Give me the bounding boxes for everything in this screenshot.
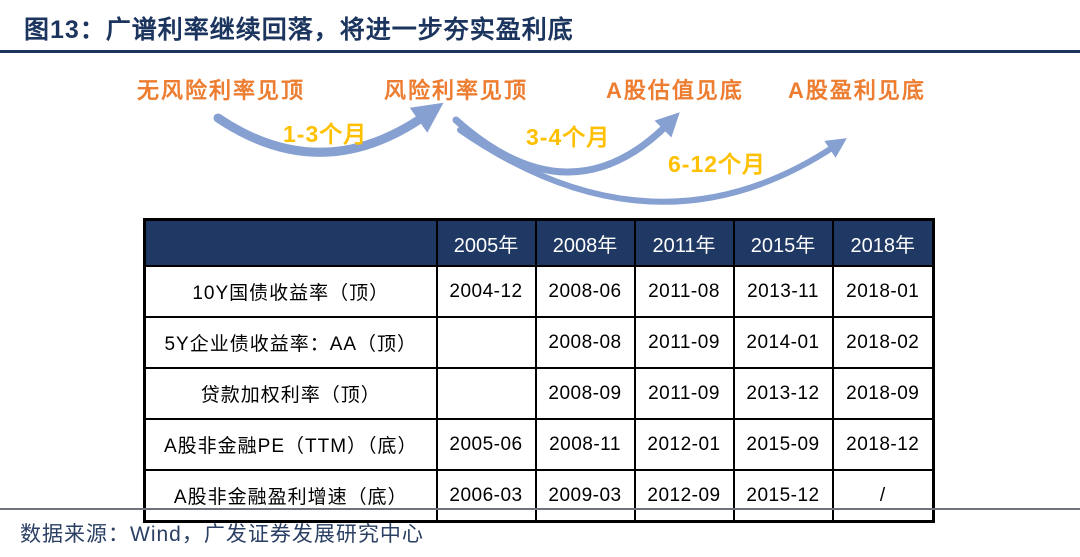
table-cell: 2018-02: [831, 316, 935, 369]
table-cell: 2009-03: [534, 469, 636, 523]
table-row: A股非金融盈利增速（底） 2006-03 2009-03 2012-09 201…: [143, 469, 935, 523]
table-cell: 2013-12: [732, 367, 834, 420]
header-cell-2005: 2005年: [435, 218, 537, 267]
table-cell: 2015-09: [732, 418, 834, 471]
header-cell-blank: [143, 218, 438, 267]
table-cell: 2012-09: [633, 469, 735, 523]
table-cell: 2008-08: [534, 316, 636, 369]
table-cell: 2013-11: [732, 265, 834, 318]
row-label-10y-treasury: 10Y国债收益率（顶）: [143, 265, 438, 318]
row-label-weighted-loan-rate: 贷款加权利率（顶）: [143, 367, 438, 420]
table-cell: 2011-08: [633, 265, 735, 318]
table-cell: [435, 367, 537, 420]
table-cell: 2018-01: [831, 265, 935, 318]
table-row: A股非金融PE（TTM）（底） 2005-06 2008-11 2012-01 …: [143, 418, 935, 471]
header-cell-2011: 2011年: [633, 218, 735, 267]
header-cell-2008: 2008年: [534, 218, 636, 267]
arrow-1-3-months: [213, 102, 444, 157]
flow-arrows-svg: [213, 102, 847, 205]
table-cell: /: [831, 469, 935, 523]
header-cell-2015: 2015年: [732, 218, 834, 267]
duration-label-1-3-months: 1-3个月: [283, 121, 368, 147]
flow-node-riskfree-rate-peak: 无风险利率见顶: [137, 78, 306, 103]
duration-label-6-12-months: 6-12个月: [668, 151, 767, 177]
table-cell: 2004-12: [435, 265, 537, 318]
flow-node-ashare-earnings-bottom: A股盈利见底: [788, 78, 926, 103]
table-cell: 2011-09: [633, 367, 735, 420]
table-cell: 2008-11: [534, 418, 636, 471]
row-label-ashare-nonfinancial-pe: A股非金融PE（TTM）（底）: [143, 418, 438, 471]
row-label-5y-corporate-bond: 5Y企业债收益率：AA（顶）: [143, 316, 438, 369]
row-label-ashare-nonfinancial-earnings-growth: A股非金融盈利增速（底）: [143, 469, 438, 523]
table-cell: 2014-01: [732, 316, 834, 369]
footer-divider: [0, 508, 1080, 510]
table-row: 5Y企业债收益率：AA（顶） 2008-08 2011-09 2014-01 2…: [143, 316, 935, 369]
duration-label-3-4-months: 3-4个月: [526, 124, 611, 150]
table-header-row: 2005年 2008年 2011年 2015年 2018年: [143, 218, 935, 267]
table-row: 10Y国债收益率（顶） 2004-12 2008-06 2011-08 2013…: [143, 265, 935, 318]
rate-peaks-bottoms-table: 2005年 2008年 2011年 2015年 2018年 10Y国债收益率（顶…: [143, 218, 935, 523]
flow-node-risk-rate-peak: 风险利率见顶: [384, 78, 529, 103]
table-cell: 2015-12: [732, 469, 834, 523]
table-cell: 2018-09: [831, 367, 935, 420]
table-cell: 2018-12: [831, 418, 935, 471]
table-cell: [435, 316, 537, 369]
table-cell: 2012-01: [633, 418, 735, 471]
table-cell: 2008-09: [534, 367, 636, 420]
table-cell: 2006-03: [435, 469, 537, 523]
table-cell: 2008-06: [534, 265, 636, 318]
header-cell-2018: 2018年: [831, 218, 935, 267]
flow-node-ashare-valuation-bottom: A股估值见底: [606, 78, 744, 103]
arrow-6-12-months: [457, 127, 847, 205]
table-row: 贷款加权利率（顶） 2008-09 2011-09 2013-12 2018-0…: [143, 367, 935, 420]
table-cell: 2011-09: [633, 316, 735, 369]
figure-title: 图13：广谱利率继续回落，将进一步夯实盈利底: [24, 16, 574, 44]
data-source-note: 数据来源：Wind，广发证券发展研究中心: [20, 523, 424, 546]
table-cell: 2005-06: [435, 418, 537, 471]
title-divider: [0, 50, 1080, 53]
